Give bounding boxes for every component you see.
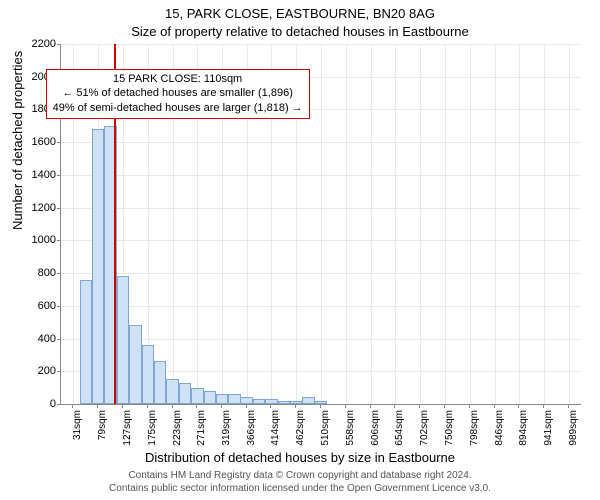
gridline-v	[395, 44, 396, 404]
xtick-label: 510sqm	[320, 410, 331, 450]
gridline-v	[470, 44, 471, 404]
xtick-mark	[394, 404, 395, 408]
xtick-label: 702sqm	[419, 410, 430, 450]
ytick-mark	[57, 175, 61, 176]
bar	[129, 325, 141, 404]
xtick-mark	[320, 404, 321, 408]
bar	[302, 397, 314, 404]
xtick-mark	[196, 404, 197, 408]
xtick-label: 462sqm	[295, 410, 306, 450]
bar	[117, 276, 129, 404]
xtick-label: 31sqm	[72, 410, 83, 450]
xtick-label: 941sqm	[543, 410, 554, 450]
ytick-mark	[57, 306, 61, 307]
gridline-v	[544, 44, 545, 404]
bar	[179, 383, 191, 404]
ytick-mark	[57, 404, 61, 405]
xtick-mark	[568, 404, 569, 408]
ytick-mark	[57, 240, 61, 241]
gridline-v	[445, 44, 446, 404]
bar	[191, 388, 203, 404]
xtick-label: 319sqm	[221, 410, 232, 450]
gridline-v	[321, 44, 322, 404]
xtick-mark	[444, 404, 445, 408]
chart-container: 15, PARK CLOSE, EASTBOURNE, BN20 8AG Siz…	[0, 0, 600, 500]
xtick-mark	[246, 404, 247, 408]
xtick-label: 79sqm	[97, 410, 108, 450]
ytick-label: 200	[16, 365, 56, 377]
xtick-label: 606sqm	[370, 410, 381, 450]
bar	[228, 394, 240, 404]
gridline-v	[346, 44, 347, 404]
xtick-label: 271sqm	[196, 410, 207, 450]
ytick-mark	[57, 142, 61, 143]
xtick-label: 127sqm	[122, 410, 133, 450]
xtick-mark	[172, 404, 173, 408]
xtick-mark	[72, 404, 73, 408]
bar	[92, 129, 104, 404]
footer-line-2: Contains public sector information licen…	[0, 483, 600, 496]
ytick-mark	[57, 208, 61, 209]
xtick-label: 750sqm	[444, 410, 455, 450]
xtick-label: 366sqm	[246, 410, 257, 450]
x-axis-label: Distribution of detached houses by size …	[0, 450, 600, 465]
bar	[166, 379, 178, 404]
xtick-label: 798sqm	[469, 410, 480, 450]
bar	[253, 399, 265, 404]
xtick-label: 175sqm	[147, 410, 158, 450]
ytick-label: 1600	[16, 136, 56, 148]
xtick-mark	[494, 404, 495, 408]
xtick-mark	[419, 404, 420, 408]
ytick-label: 1400	[16, 169, 56, 181]
xtick-mark	[295, 404, 296, 408]
ytick-mark	[57, 273, 61, 274]
bar	[278, 401, 290, 404]
chart-title-address: 15, PARK CLOSE, EASTBOURNE, BN20 8AG	[0, 6, 600, 21]
ytick-label: 1000	[16, 234, 56, 246]
xtick-mark	[543, 404, 544, 408]
ytick-mark	[57, 44, 61, 45]
annotation-line: 15 PARK CLOSE: 110sqm	[53, 72, 303, 87]
bar	[216, 394, 228, 404]
xtick-mark	[122, 404, 123, 408]
xtick-mark	[97, 404, 98, 408]
gridline-v	[420, 44, 421, 404]
xtick-mark	[469, 404, 470, 408]
xtick-label: 894sqm	[518, 410, 529, 450]
xtick-label: 223sqm	[172, 410, 183, 450]
gridline-v	[569, 44, 570, 404]
gridline-v	[495, 44, 496, 404]
ytick-label: 400	[16, 333, 56, 345]
ytick-label: 800	[16, 267, 56, 279]
annotation-line: 49% of semi-detached houses are larger (…	[53, 101, 303, 116]
gridline-v	[519, 44, 520, 404]
ytick-mark	[57, 339, 61, 340]
xtick-label: 654sqm	[394, 410, 405, 450]
xtick-mark	[270, 404, 271, 408]
annotation-box: 15 PARK CLOSE: 110sqm← 51% of detached h…	[46, 69, 310, 120]
annotation-line: ← 51% of detached houses are smaller (1,…	[53, 86, 303, 101]
footer-line-1: Contains HM Land Registry data © Crown c…	[0, 470, 600, 483]
bar	[204, 391, 216, 404]
xtick-mark	[147, 404, 148, 408]
bar	[154, 361, 166, 404]
ytick-label: 0	[16, 398, 56, 410]
xtick-mark	[370, 404, 371, 408]
ytick-label: 1200	[16, 202, 56, 214]
gridline-v	[371, 44, 372, 404]
xtick-label: 558sqm	[345, 410, 356, 450]
chart-footer: Contains HM Land Registry data © Crown c…	[0, 470, 600, 495]
bar	[142, 345, 154, 404]
ytick-label: 600	[16, 300, 56, 312]
bar	[80, 280, 92, 404]
ytick-mark	[57, 371, 61, 372]
xtick-mark	[345, 404, 346, 408]
xtick-mark	[518, 404, 519, 408]
xtick-mark	[221, 404, 222, 408]
ytick-label: 2200	[16, 38, 56, 50]
chart-title-subtitle: Size of property relative to detached ho…	[0, 24, 600, 39]
xtick-label: 846sqm	[494, 410, 505, 450]
xtick-label: 414sqm	[270, 410, 281, 450]
xtick-label: 989sqm	[568, 410, 579, 450]
